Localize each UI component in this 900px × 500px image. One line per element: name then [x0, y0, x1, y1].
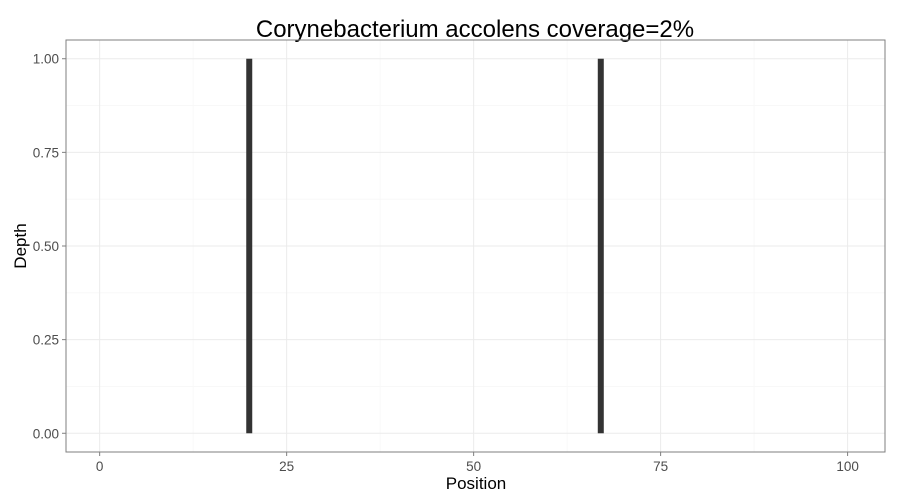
- y-axis-title: Depth: [11, 223, 30, 268]
- minor-grid: [66, 40, 885, 452]
- x-tick-label: 0: [96, 459, 104, 474]
- y-tick-label: 0.00: [33, 426, 59, 441]
- x-tick-label: 100: [836, 459, 859, 474]
- x-tick-label: 50: [466, 459, 481, 474]
- x-axis: 0 25 50 75 100: [96, 452, 859, 474]
- bars: [246, 58, 604, 434]
- x-axis-title: Position: [446, 474, 506, 493]
- y-tick-label: 0.25: [33, 333, 59, 348]
- y-tick-label: 0.50: [33, 239, 59, 254]
- x-tick-label: 25: [279, 459, 294, 474]
- y-tick-label: 0.75: [33, 145, 59, 160]
- bar: [597, 58, 604, 434]
- y-axis: 0.00 0.25 0.50 0.75 1.00: [33, 52, 66, 441]
- chart-title: Corynebacterium accolens coverage=2%: [256, 16, 694, 43]
- x-tick-label: 75: [653, 459, 668, 474]
- major-grid: [66, 40, 885, 452]
- y-tick-label: 1.00: [33, 52, 59, 67]
- bar: [246, 58, 253, 434]
